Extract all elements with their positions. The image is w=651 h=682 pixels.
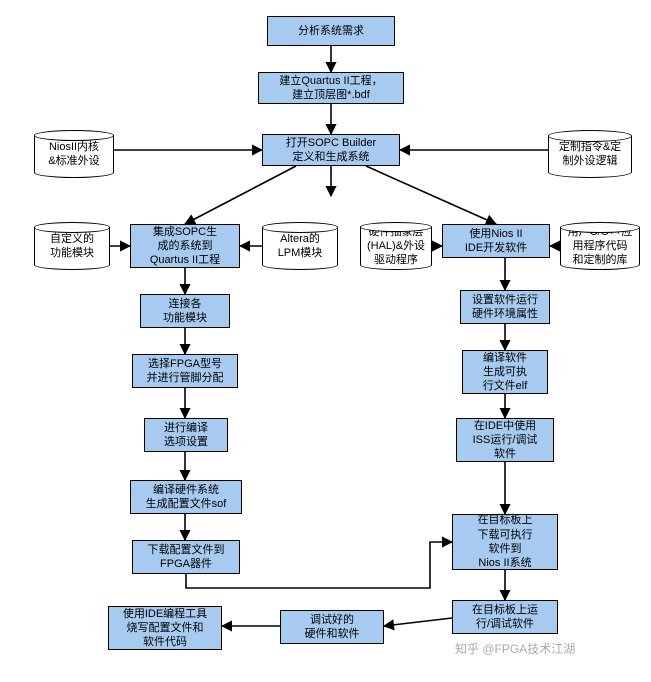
node-n13: 下载配置文件到 FPGA器件 [132,540,240,574]
node-n3: 打开SOPC Builder 定义和生成系统 [262,134,400,166]
node-n7: 设置软件运行 硬件环境属性 [460,290,550,324]
node-n17: 使用IDE编程工具 烧写配置文件和 软件代码 [108,606,222,650]
edge [366,166,496,224]
node-n12: 编译硬件系统 生成配置文件sof [130,480,242,514]
node-n2: 建立Quartus II工程， 建立顶层图*.bdf [258,72,404,104]
node-n6: 连接各 功能模块 [140,294,230,328]
flowchart-canvas: 知乎 @FPGA技术江湖 分析系统需求建立Quartus II工程， 建立顶层图… [0,0,651,682]
watermark: 知乎 @FPGA技术江湖 [455,640,575,657]
edge [185,166,296,224]
node-n8: 选择FPGA型号 并进行管脚分配 [132,354,238,388]
node-n10: 进行编译 选项设置 [144,418,228,452]
cylinder-c6: 用户C/C++应 用程序代码 和定制的库 [560,222,640,270]
node-n4: 集成SOPC生 成的系统到 Quartus II工程 [130,224,240,268]
cylinder-c2: 定制指令&定 制外设逻辑 [548,130,632,178]
edge [384,618,452,626]
node-n16: 调试好的 硬件和软件 [280,610,384,644]
cylinder-c5: 硬件抽象层 (HAL)&外设 驱动程序 [360,222,432,270]
node-n11: 在IDE中使用 ISS运行/调试 软件 [456,418,554,462]
node-n9: 编译软件 生成可执 行文件elf [462,350,548,394]
cylinder-c3: 自定义的 功能模块 [34,222,110,270]
cylinder-c1: NiosII内核 &标准外设 [34,130,114,178]
node-n14: 在目标板上 下载可执行 软件到 Nios II系统 [452,514,558,570]
node-n1: 分析系统需求 [267,16,395,46]
node-n5: 使用Nios II IDE开发软件 [442,224,550,258]
cylinder-c4: Altera的 LPM模块 [262,222,338,270]
node-n15: 在目标板上运 行/调试软件 [452,600,558,634]
